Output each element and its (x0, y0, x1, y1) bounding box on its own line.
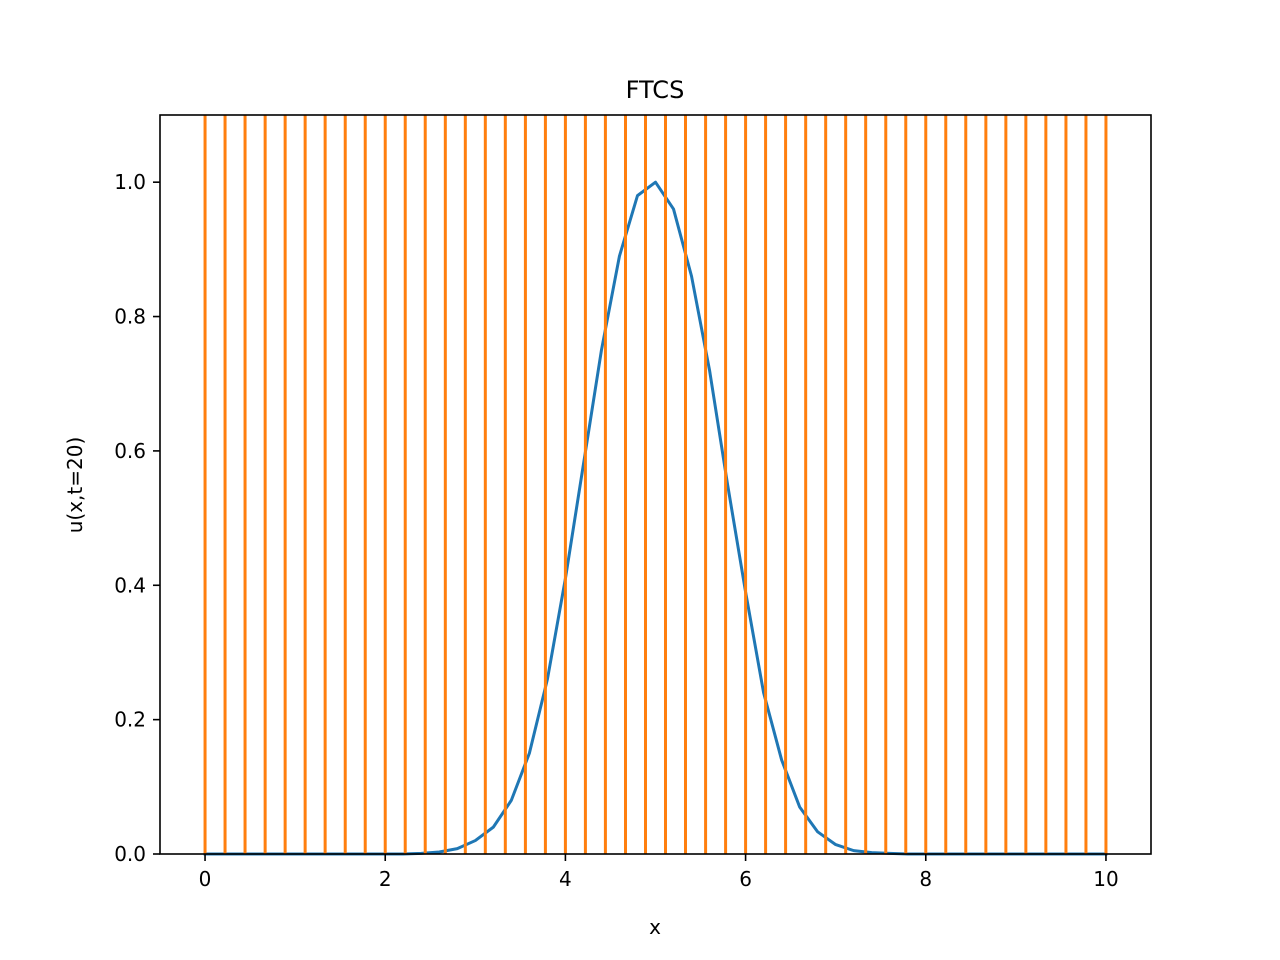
axes-frame (159, 114, 1152, 855)
y-axis-label: u(x,t=20) (63, 437, 87, 534)
x-tick-label: 2 (379, 867, 392, 891)
y-tick-label: 0.8 (114, 305, 146, 329)
x-tick-label: 4 (559, 867, 572, 891)
chart-title: FTCS (626, 76, 685, 104)
y-tick-label: 0.4 (114, 573, 146, 597)
x-tick-label: 0 (199, 867, 212, 891)
x-tick-label: 8 (919, 867, 932, 891)
x-tick-label: 6 (739, 867, 752, 891)
x-axis-label: x (649, 915, 661, 939)
y-tick-label: 0.0 (114, 842, 146, 866)
y-tick-label: 1.0 (114, 170, 146, 194)
plot-area (203, 115, 1108, 856)
axis-ticks: 0 2 4 6 8 10 0.0 0.2 0.4 0.6 0.8 1.0 (114, 170, 1118, 891)
y-tick-label: 0.2 (114, 708, 146, 732)
y-tick-label: 0.6 (114, 439, 146, 463)
x-tick-label: 10 (1093, 867, 1118, 891)
